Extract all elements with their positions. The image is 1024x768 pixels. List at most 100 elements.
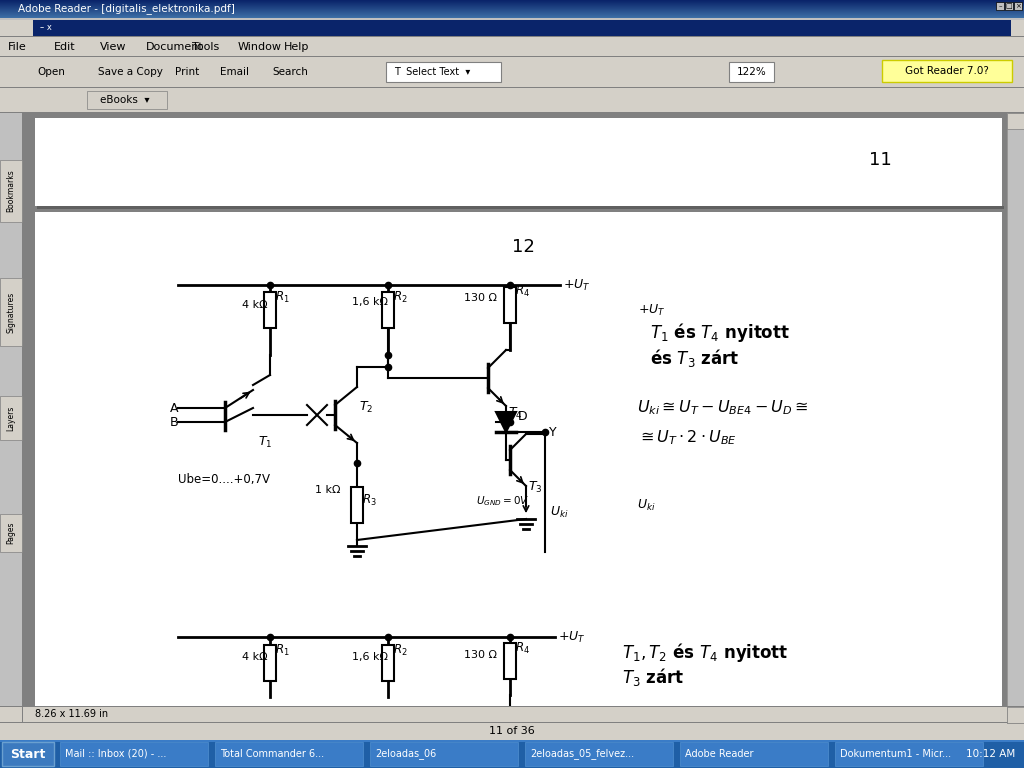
Text: Open: Open — [37, 67, 65, 77]
Bar — [835, 742, 983, 766]
Bar — [0, 16, 1024, 17]
Text: Print: Print — [175, 67, 200, 77]
Bar — [0, 0, 1024, 1]
Bar — [35, 212, 1002, 706]
Bar — [0, 740, 1024, 742]
Bar — [87, 91, 167, 109]
Bar — [1007, 113, 1024, 723]
Bar — [0, 56, 1024, 57]
Bar — [2, 742, 54, 766]
Bar — [1005, 2, 1013, 10]
Bar — [264, 292, 276, 328]
Text: $R_3$: $R_3$ — [362, 492, 377, 508]
Bar — [1007, 707, 1024, 723]
Text: 11: 11 — [868, 151, 891, 169]
Text: 130 Ω: 130 Ω — [464, 293, 497, 303]
Bar — [0, 112, 1024, 113]
Text: Ube=0....+0,7V: Ube=0....+0,7V — [178, 474, 270, 486]
Text: Layers: Layers — [6, 406, 15, 431]
Bar — [0, 722, 1024, 723]
Bar — [0, 706, 1024, 707]
Bar — [0, 88, 1024, 112]
Bar — [0, 4, 1024, 5]
Text: $R_4$: $R_4$ — [515, 283, 530, 299]
Bar — [0, 14, 1024, 15]
Text: $R_2$: $R_2$ — [393, 290, 408, 305]
Text: 8.26 x 11.69 in: 8.26 x 11.69 in — [35, 709, 109, 719]
Bar — [215, 742, 362, 766]
Bar — [0, 11, 1024, 12]
Text: $T_1$: $T_1$ — [258, 435, 272, 450]
Bar — [0, 8, 1024, 9]
Text: ×: × — [1015, 3, 1021, 9]
Text: Got Reader 7.0?: Got Reader 7.0? — [905, 66, 989, 76]
Bar — [0, 1, 1024, 2]
Bar — [0, 37, 1024, 56]
Text: 2eloadas_06: 2eloadas_06 — [375, 749, 436, 760]
Bar — [0, 10, 1024, 11]
Text: $+U_T$: $+U_T$ — [558, 630, 586, 644]
Bar — [370, 742, 518, 766]
Bar — [0, 87, 1024, 88]
Text: $R_4$: $R_4$ — [515, 641, 530, 656]
Bar — [0, 722, 1024, 740]
Text: $U_{ki} \cong U_T - U_{BE4} - U_D \cong$: $U_{ki} \cong U_T - U_{BE4} - U_D \cong$ — [637, 399, 808, 417]
Text: 1,6 kΩ: 1,6 kΩ — [352, 297, 388, 307]
Bar — [35, 118, 1002, 206]
Bar — [0, 514, 22, 552]
Text: Mail :: Inbox (20) - ...: Mail :: Inbox (20) - ... — [65, 749, 166, 759]
Bar — [33, 20, 1011, 36]
Bar — [35, 615, 1002, 715]
Text: 11 of 36: 11 of 36 — [489, 726, 535, 736]
Bar — [0, 57, 1024, 87]
Text: 10:12 AM: 10:12 AM — [966, 749, 1015, 759]
Bar — [0, 396, 22, 440]
Text: 1 kΩ: 1 kΩ — [315, 485, 341, 495]
Bar — [351, 487, 362, 523]
Text: $+U_T$: $+U_T$ — [638, 303, 666, 317]
Bar — [0, 160, 22, 222]
Bar — [264, 645, 276, 681]
Bar — [0, 706, 1024, 722]
Bar — [0, 113, 22, 723]
Text: eBooks  ▾: eBooks ▾ — [100, 95, 150, 105]
Bar — [525, 742, 673, 766]
Bar — [0, 6, 1024, 7]
Text: 130 Ω: 130 Ω — [464, 650, 497, 660]
Bar — [0, 278, 22, 346]
Polygon shape — [496, 412, 516, 432]
Bar — [0, 2, 1024, 3]
Text: □: □ — [1006, 3, 1013, 9]
Text: T  Select Text  ▾: T Select Text ▾ — [394, 67, 470, 77]
Text: $R_2$: $R_2$ — [393, 643, 408, 657]
Text: 2eloadas_05_felvez...: 2eloadas_05_felvez... — [530, 749, 634, 760]
Bar — [0, 20, 1024, 38]
Bar — [1014, 2, 1022, 10]
Text: $U_{ki}$: $U_{ki}$ — [637, 498, 655, 512]
Text: Adobe Reader: Adobe Reader — [685, 749, 754, 759]
Bar — [1007, 113, 1024, 129]
Text: Search: Search — [272, 67, 308, 77]
Text: –: – — [998, 3, 1001, 9]
Text: Email: Email — [220, 67, 249, 77]
Bar — [0, 7, 1024, 8]
Text: $T_2$: $T_2$ — [359, 399, 373, 415]
Text: Signatures: Signatures — [6, 291, 15, 333]
Bar — [504, 643, 516, 679]
Bar — [386, 62, 501, 82]
Text: Tools: Tools — [193, 42, 219, 52]
Text: File: File — [8, 42, 27, 52]
Bar — [382, 645, 394, 681]
Bar — [0, 740, 1024, 768]
Text: 4 kΩ: 4 kΩ — [242, 300, 267, 310]
Text: Save a Copy: Save a Copy — [98, 67, 163, 77]
Text: Window: Window — [238, 42, 282, 52]
Bar — [0, 13, 1024, 14]
Bar — [0, 9, 1024, 10]
Bar — [0, 3, 1024, 4]
Bar — [996, 2, 1004, 10]
Bar — [0, 17, 1024, 18]
Bar — [0, 36, 1024, 37]
Text: Edit: Edit — [54, 42, 76, 52]
Text: 1,6 kΩ: 1,6 kΩ — [352, 652, 388, 662]
